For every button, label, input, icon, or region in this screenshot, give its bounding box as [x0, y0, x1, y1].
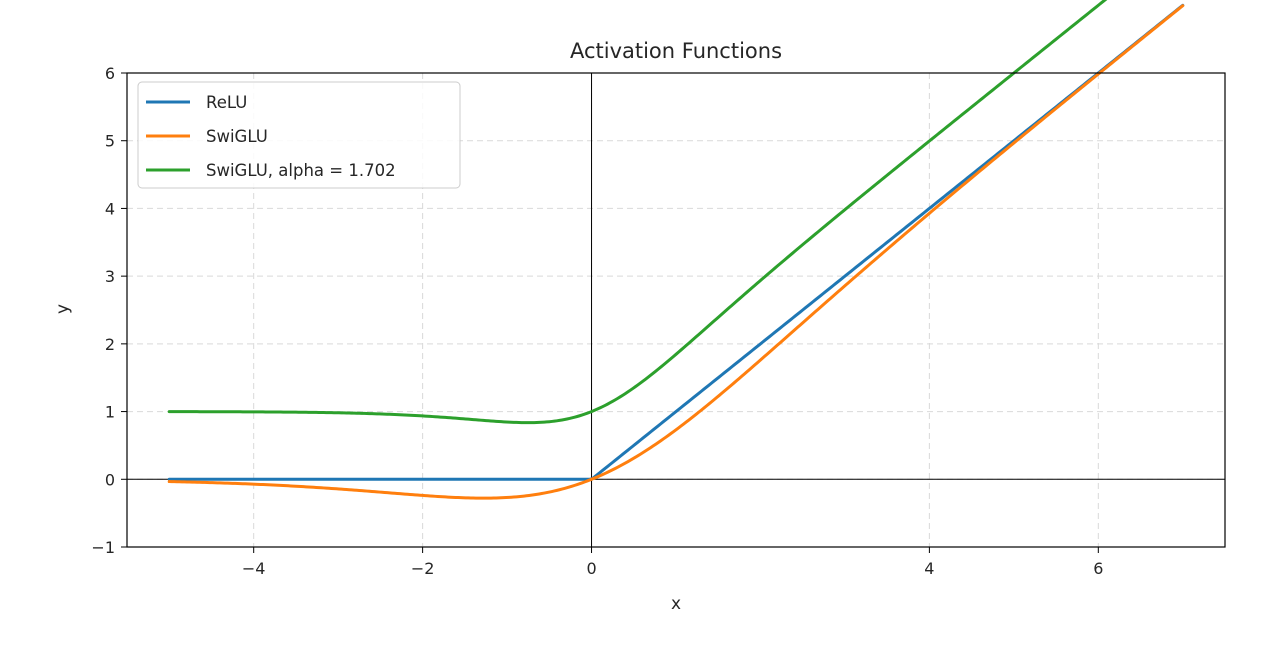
y-tick-label: 6: [105, 64, 115, 83]
x-tick-label: 6: [1093, 559, 1103, 578]
legend-label-swiglu: SwiGLU: [206, 127, 268, 146]
x-tick-label: 4: [924, 559, 934, 578]
plot-frame: [126, 72, 1226, 548]
y-tick-label: 0: [105, 470, 115, 489]
axis-ticks: −4 −2 0 4 6 −1 0 1 2 3 4 5 6: [91, 64, 1103, 578]
series-line-1: [167, 4, 1185, 500]
x-axis-label: x: [671, 594, 681, 614]
y-tick-label: 1: [105, 403, 115, 422]
series-line-0: [167, 3, 1185, 481]
x-tick-label: −4: [242, 559, 266, 578]
chart-title: Activation Functions: [570, 39, 782, 63]
legend-label-swiglu-alpha: SwiGLU, alpha = 1.702: [206, 161, 396, 180]
series-lines: [167, 0, 1185, 500]
y-tick-label: 5: [105, 132, 115, 151]
series-line-2: [167, 0, 1108, 425]
legend: ReLU SwiGLU SwiGLU, alpha = 1.702: [137, 81, 461, 189]
legend-label-relu: ReLU: [206, 93, 247, 112]
y-tick-label: 3: [105, 267, 115, 286]
x-tick-label: −2: [411, 559, 435, 578]
x-tick-label: 0: [586, 559, 596, 578]
y-tick-label: −1: [91, 538, 115, 557]
y-tick-label: 4: [105, 199, 115, 218]
y-tick-label: 2: [105, 335, 115, 354]
legend-box: [137, 81, 461, 189]
y-axis-label: y: [53, 304, 73, 314]
